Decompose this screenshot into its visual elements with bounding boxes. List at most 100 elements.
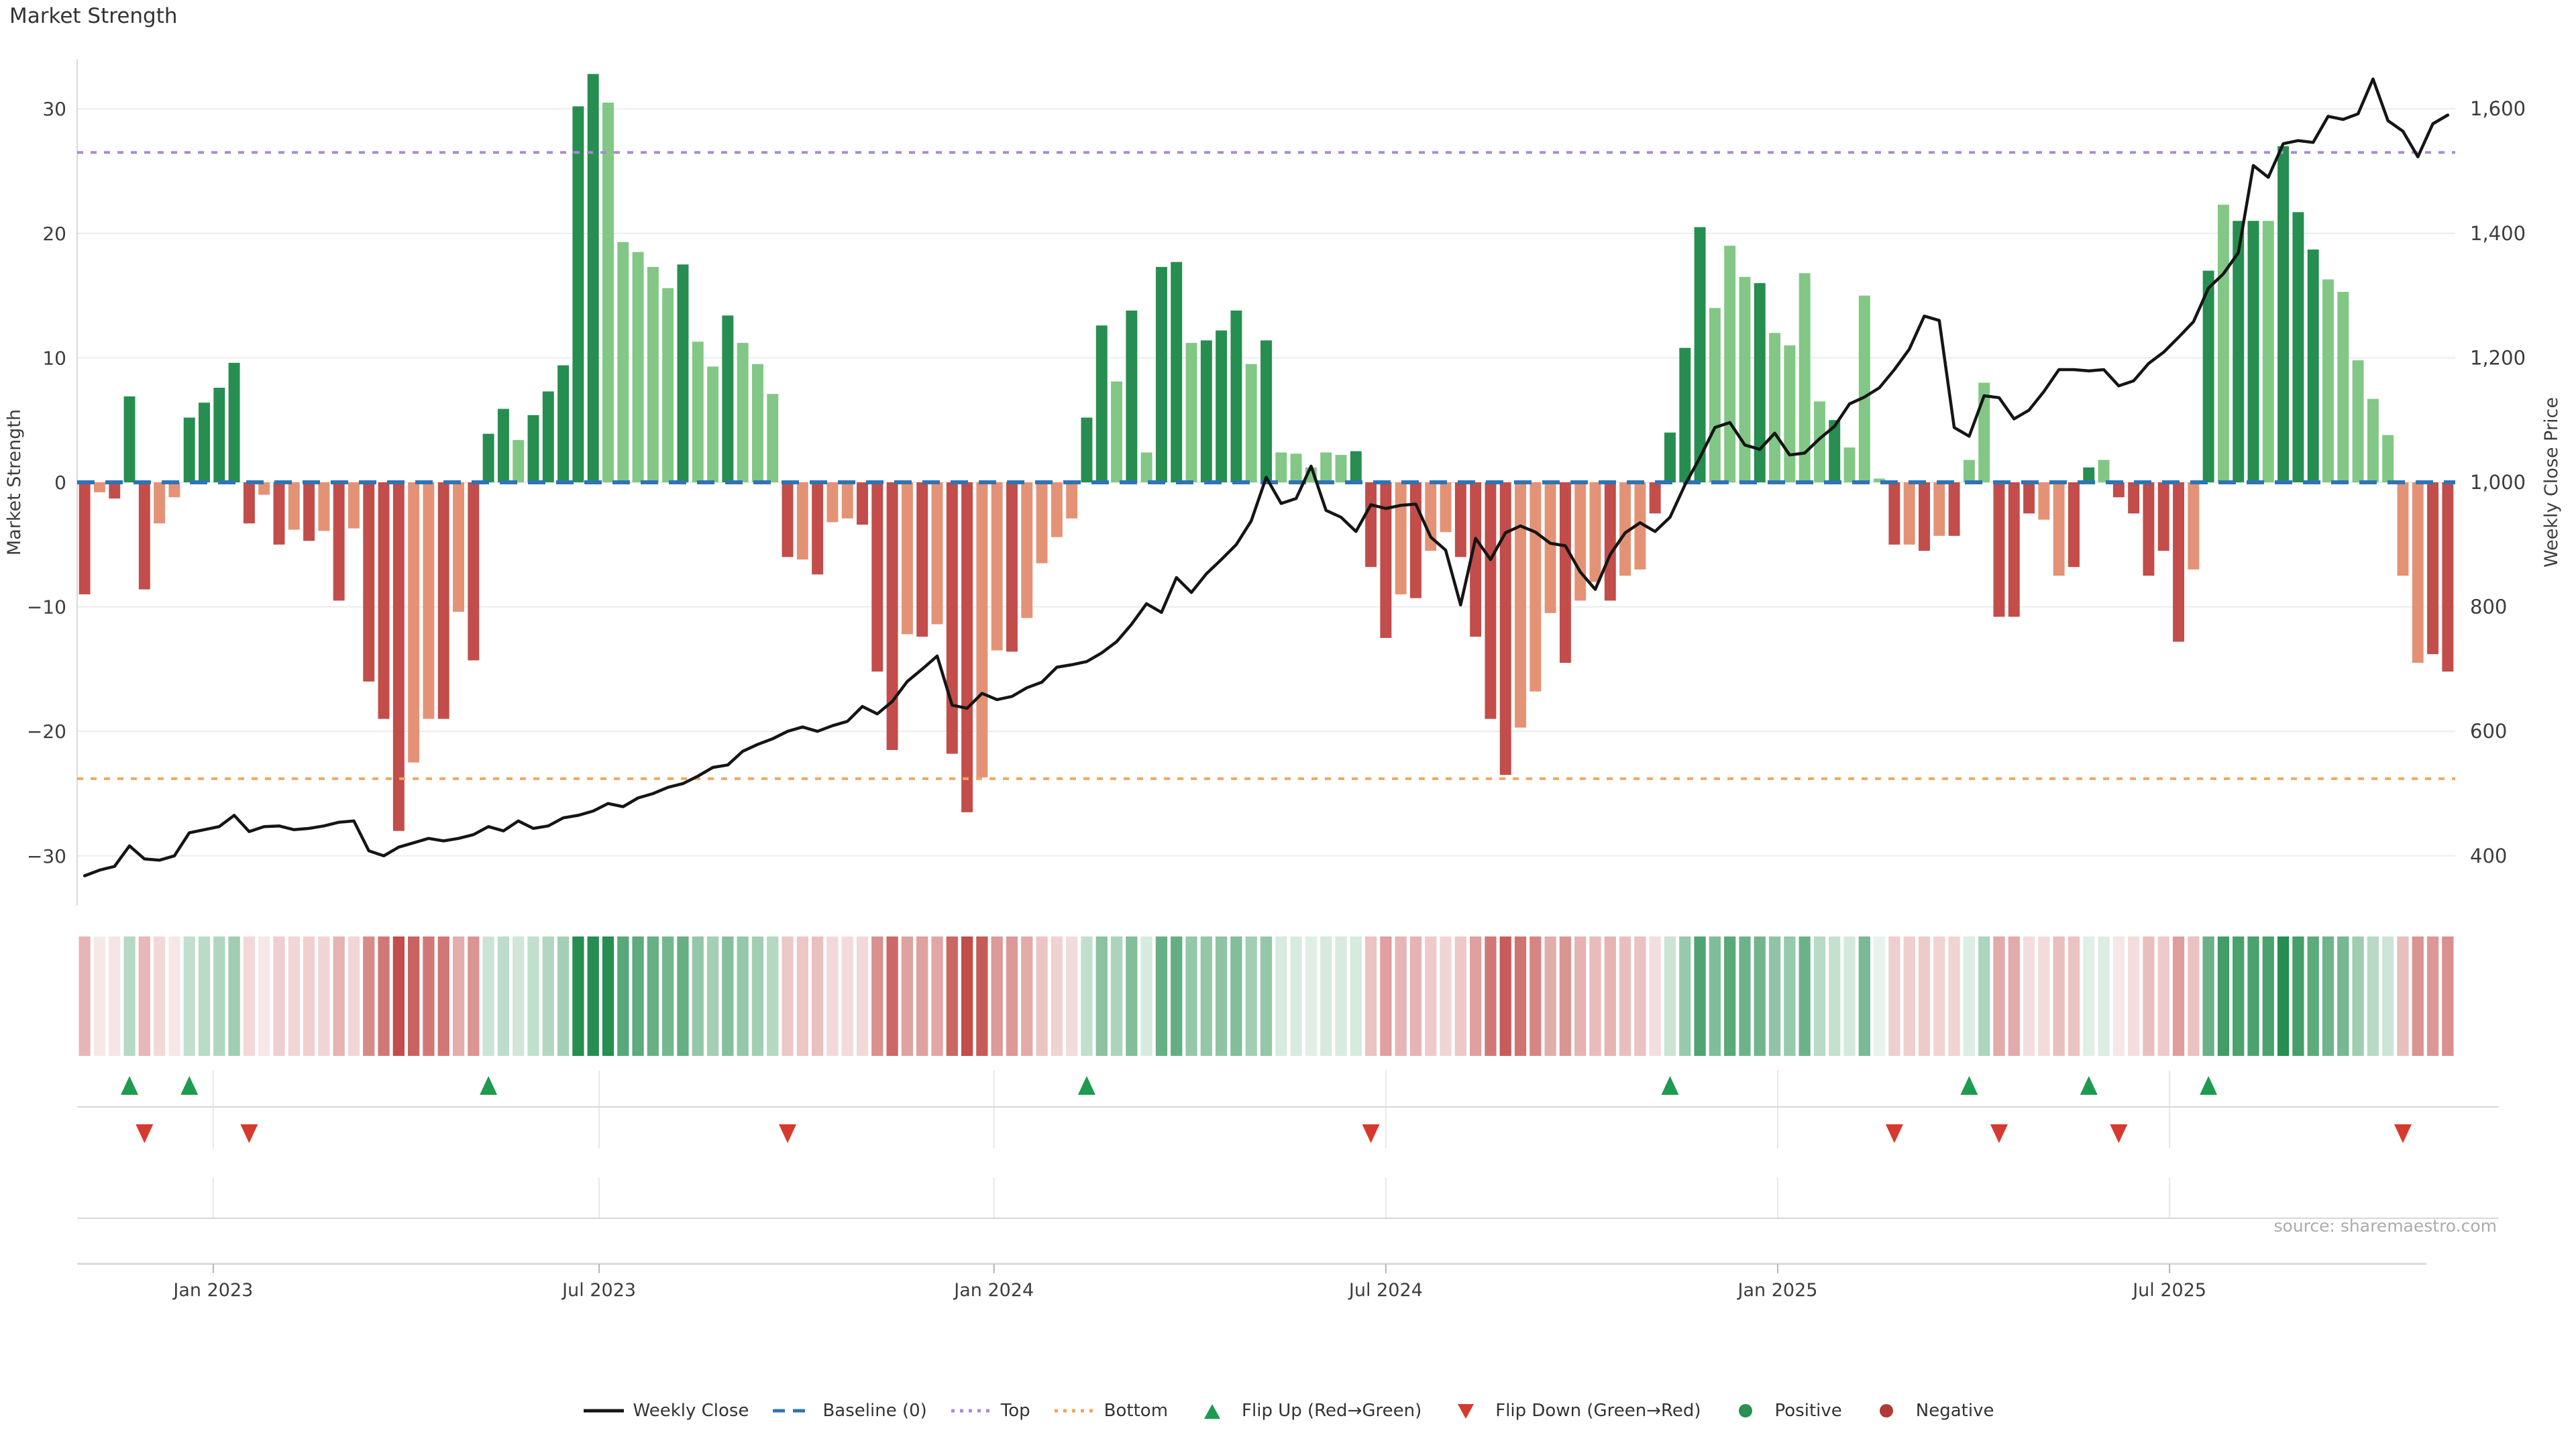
strength-bar bbox=[2247, 221, 2259, 482]
strength-bar bbox=[1664, 432, 1676, 482]
strength-bar bbox=[2202, 270, 2214, 482]
heatmap-cell bbox=[318, 936, 330, 1056]
strength-bar bbox=[916, 482, 928, 637]
heatmap-cell bbox=[2322, 936, 2334, 1056]
strength-bar bbox=[841, 482, 853, 519]
heatmap-cell bbox=[916, 936, 928, 1056]
strength-bar bbox=[453, 482, 465, 612]
strength-bar bbox=[857, 482, 868, 525]
heatmap-cell bbox=[1454, 936, 1466, 1056]
heatmap-cell bbox=[1829, 936, 1841, 1056]
strength-bar bbox=[1754, 283, 1766, 482]
strength-bar bbox=[886, 482, 898, 751]
legend-item: Positive bbox=[1724, 1401, 1842, 1421]
heatmap-cell bbox=[2307, 936, 2319, 1056]
legend-dotted-icon bbox=[1054, 1409, 1095, 1413]
right-axis-tick-label: 600 bbox=[2470, 720, 2507, 743]
strength-bar bbox=[1874, 478, 1886, 482]
strength-bar bbox=[2382, 435, 2394, 482]
heatmap-cell bbox=[2412, 936, 2424, 1056]
strength-bar bbox=[946, 482, 958, 754]
strength-bar bbox=[93, 482, 105, 492]
strength-bar bbox=[1335, 455, 1347, 482]
heatmap-cell bbox=[1440, 936, 1452, 1056]
heatmap-cell bbox=[1320, 936, 1332, 1056]
right-axis-tick-label: 800 bbox=[2470, 596, 2507, 619]
legend-label: Flip Up (Red→Green) bbox=[1242, 1401, 1422, 1421]
heatmap-cell bbox=[1409, 936, 1422, 1056]
flip-down-marker-icon bbox=[1362, 1124, 1380, 1143]
heatmap-cell bbox=[901, 936, 914, 1056]
strength-bar bbox=[1275, 452, 1287, 482]
strength-bar bbox=[513, 439, 525, 482]
heatmap-cell bbox=[1021, 936, 1033, 1056]
heatmap-cell bbox=[1993, 936, 2005, 1056]
flip-down-marker-icon bbox=[1990, 1124, 2008, 1143]
strength-bar bbox=[1784, 345, 1796, 482]
legend-item: Flip Up (Red→Green) bbox=[1191, 1401, 1421, 1421]
strength-bar bbox=[1216, 330, 1228, 482]
strength-bar bbox=[228, 362, 240, 482]
heatmap-cell bbox=[2382, 936, 2394, 1056]
heatmap-cell bbox=[2127, 936, 2140, 1056]
strength-bar bbox=[1634, 482, 1646, 570]
flip-down-marker-icon bbox=[779, 1124, 797, 1143]
heatmap-cell bbox=[1171, 936, 1183, 1056]
heatmap-cell bbox=[572, 936, 584, 1056]
heatmap-cell bbox=[468, 936, 480, 1056]
strength-bar bbox=[782, 482, 794, 557]
heatmap-cell bbox=[1754, 936, 1766, 1056]
heatmap-cell bbox=[1799, 936, 1811, 1056]
strength-bar bbox=[1185, 343, 1197, 482]
heatmap-cell bbox=[1918, 936, 1931, 1056]
heatmap-cell bbox=[542, 936, 554, 1056]
strength-bar bbox=[677, 264, 689, 482]
heatmap-cell bbox=[1200, 936, 1212, 1056]
strength-bar bbox=[408, 482, 420, 763]
heatmap-cell bbox=[2112, 936, 2125, 1056]
strength-bar bbox=[2128, 482, 2140, 514]
strength-bar bbox=[2053, 482, 2065, 576]
heatmap-cell bbox=[392, 936, 405, 1056]
source-note: source: sharemaestro.com bbox=[2274, 1216, 2498, 1236]
strength-bar bbox=[617, 241, 629, 482]
strength-bar bbox=[1933, 482, 1945, 536]
heatmap-cell bbox=[1903, 936, 1915, 1056]
strength-bar bbox=[767, 394, 779, 482]
x-axis-tick-label: Jan 2023 bbox=[172, 1280, 253, 1301]
heatmap-cell bbox=[557, 936, 570, 1056]
heatmap-cell bbox=[1933, 936, 1945, 1056]
strength-bar bbox=[1395, 482, 1407, 595]
strength-bar bbox=[2367, 398, 2379, 482]
heatmap-cell bbox=[2188, 936, 2200, 1056]
legend-label: Flip Down (Green→Red) bbox=[1495, 1401, 1701, 1421]
strength-bar bbox=[812, 482, 824, 575]
strength-bar bbox=[1380, 482, 1392, 638]
legend-label: Bottom bbox=[1104, 1401, 1169, 1421]
strength-bar bbox=[2023, 482, 2035, 514]
strength-bar bbox=[991, 482, 1003, 651]
heatmap-cell bbox=[1514, 936, 1527, 1056]
strength-bar bbox=[1903, 482, 1915, 545]
heatmap-cell bbox=[1215, 936, 1228, 1056]
strength-bar bbox=[1095, 325, 1108, 482]
heatmap-cell bbox=[811, 936, 824, 1056]
strength-bar bbox=[1171, 262, 1183, 482]
heatmap-cell bbox=[2038, 936, 2050, 1056]
heatmap-cell bbox=[213, 936, 225, 1056]
x-axis-tick-label: Jul 2025 bbox=[2131, 1280, 2206, 1301]
strength-bar bbox=[871, 482, 883, 672]
strength-bar bbox=[931, 482, 943, 625]
heatmap-cell bbox=[2352, 936, 2364, 1056]
strength-bar bbox=[1604, 482, 1616, 601]
heatmap-cell bbox=[93, 936, 106, 1056]
heatmap-cell bbox=[437, 936, 449, 1056]
strength-bar bbox=[2322, 279, 2334, 482]
strength-bar bbox=[2068, 482, 2080, 568]
heatmap-cell bbox=[1380, 936, 1392, 1056]
left-axis-tick-label: −20 bbox=[27, 720, 66, 743]
strength-bar bbox=[1919, 482, 1930, 551]
strength-bar bbox=[1140, 452, 1152, 482]
strength-bar bbox=[1694, 227, 1706, 482]
strength-bar bbox=[1574, 482, 1587, 601]
